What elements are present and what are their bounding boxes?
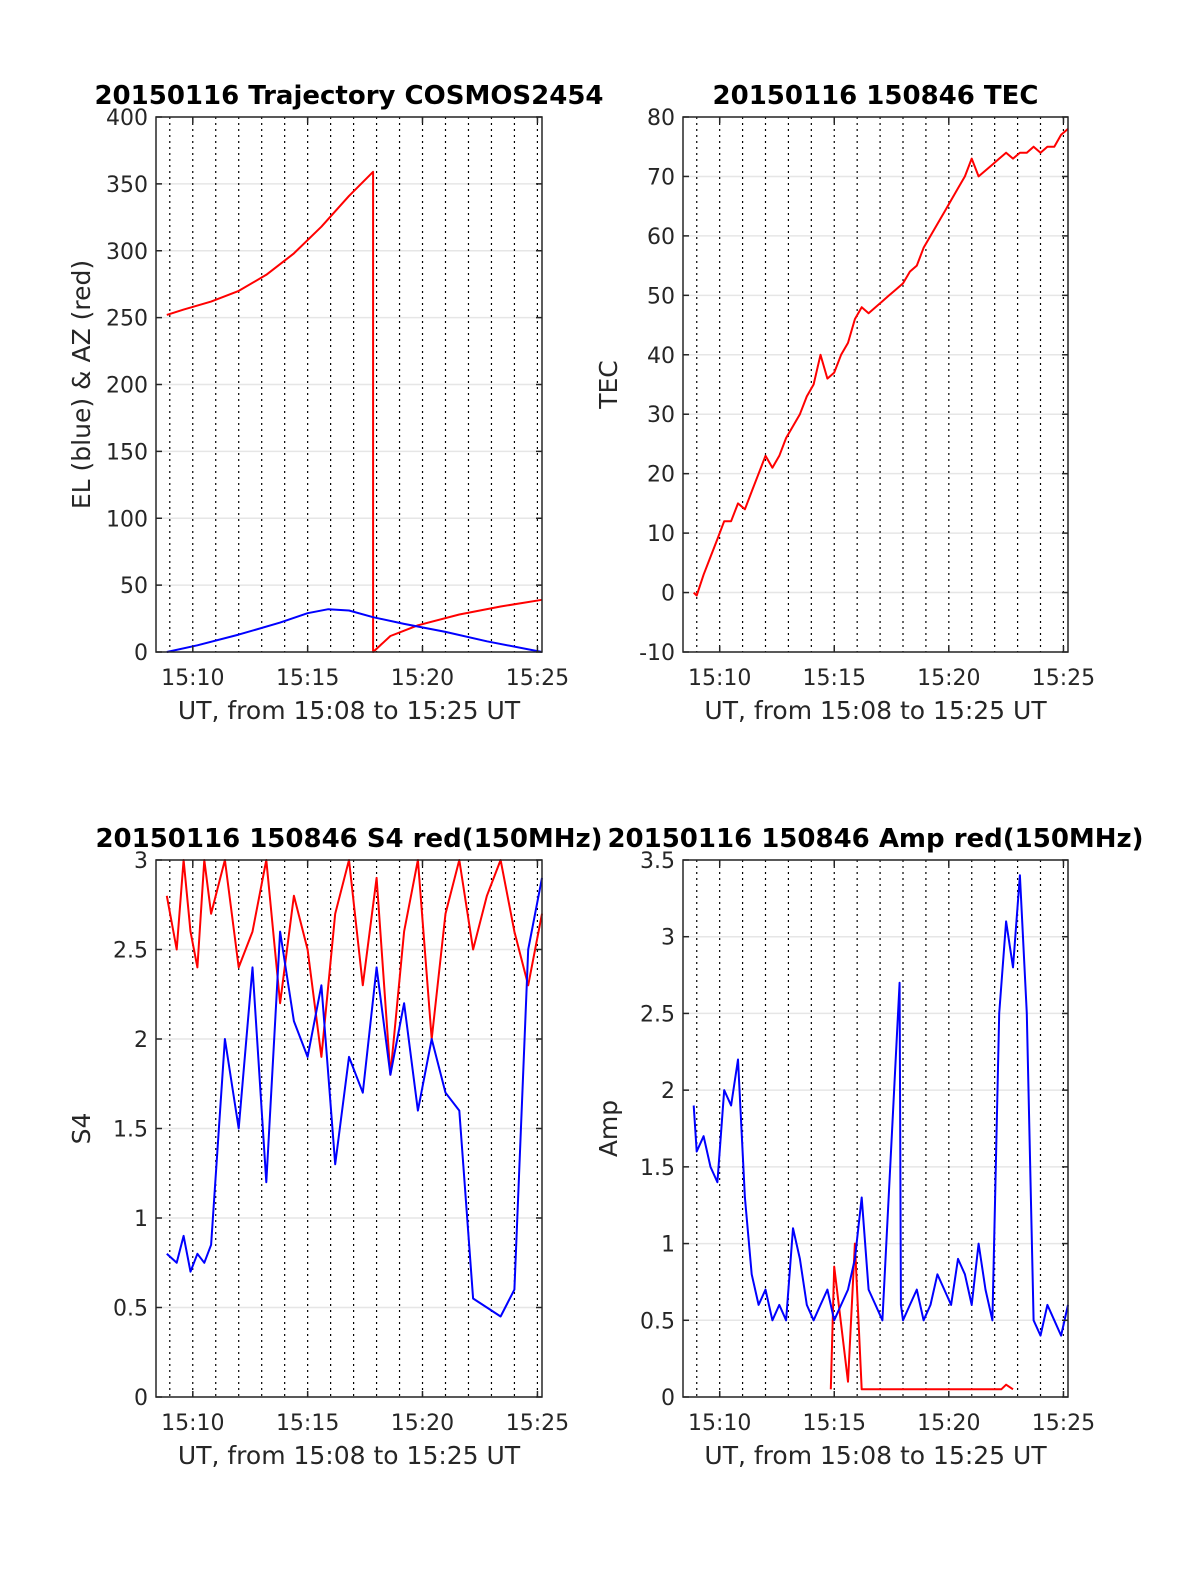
x-tick-label: 15:20 bbox=[391, 1411, 454, 1436]
y-tick-label: 2.5 bbox=[113, 939, 148, 964]
series-line-2 bbox=[166, 877, 543, 1318]
chart-title: 20150116 150846 Amp red(150MHz) bbox=[607, 824, 1143, 854]
series-line-2 bbox=[692, 874, 1069, 1337]
x-tick-label: 15:10 bbox=[688, 1411, 751, 1436]
y-tick-label: 0.5 bbox=[640, 1309, 675, 1334]
chart-title: 20150116 150846 S4 red(150MHz) bbox=[95, 824, 602, 854]
x-tick-label: 15:25 bbox=[1032, 666, 1095, 691]
y-tick-label: 3.5 bbox=[640, 849, 675, 874]
axes-box bbox=[682, 116, 1069, 653]
x-axis-label: UT, from 15:08 to 15:25 UT bbox=[178, 1441, 521, 1470]
y-tick-label: 70 bbox=[647, 165, 675, 190]
y-tick-label: 30 bbox=[647, 403, 675, 428]
y-tick-label: 3 bbox=[661, 926, 675, 951]
x-tick-label: 15:15 bbox=[276, 666, 339, 691]
x-axis-label: UT, from 15:08 to 15:25 UT bbox=[178, 696, 521, 725]
y-tick-label: 10 bbox=[647, 522, 675, 547]
y-tick-label: 2.5 bbox=[640, 1002, 675, 1027]
x-tick-label: 15:15 bbox=[803, 666, 866, 691]
chart-title: 20150116 150846 TEC bbox=[713, 81, 1039, 111]
y-tick-label: 40 bbox=[647, 344, 675, 369]
plot-area bbox=[683, 117, 1068, 652]
chart-panel-4: 0 0.5 1 1.5 2 2.5 3 3.5 15:10 15:15 15:20 15:25 2015… bbox=[594, 824, 1144, 1470]
y-axis-label: TEC bbox=[594, 360, 623, 410]
x-tick-label: 15:20 bbox=[391, 666, 454, 691]
y-tick-label: 1 bbox=[661, 1233, 675, 1258]
y-axis-label: EL (blue) & AZ (red) bbox=[67, 260, 96, 509]
y-tick-label: -10 bbox=[639, 641, 675, 666]
y-tick-label: 0 bbox=[661, 1386, 675, 1411]
y-tick-label: 80 bbox=[647, 106, 675, 131]
y-tick-label: 60 bbox=[647, 225, 675, 250]
x-tick-label: 15:15 bbox=[276, 1411, 339, 1436]
y-tick-label: 2 bbox=[134, 1028, 148, 1053]
y-tick-label: 350 bbox=[106, 173, 148, 198]
x-tick-label: 15:25 bbox=[506, 666, 569, 691]
y-tick-label: 250 bbox=[106, 307, 148, 332]
y-tick-label: 1.5 bbox=[113, 1118, 148, 1143]
y-axis-label: S4 bbox=[67, 1113, 96, 1145]
y-tick-label: 0 bbox=[134, 641, 148, 666]
y-tick-label: 50 bbox=[120, 574, 148, 599]
y-tick-label: 50 bbox=[647, 284, 675, 309]
x-tick-label: 15:20 bbox=[917, 666, 980, 691]
x-axis-label: UT, from 15:08 to 15:25 UT bbox=[704, 696, 1047, 725]
chart-panel-2: -10 0 10 20 30 40 50 60 70 80 15:10 15:15 15:20 15:25… bbox=[594, 81, 1095, 725]
y-tick-label: 0.5 bbox=[113, 1297, 148, 1322]
y-tick-label: 0 bbox=[134, 1386, 148, 1411]
y-tick-label: 3 bbox=[134, 849, 148, 874]
y-tick-label: 300 bbox=[106, 240, 148, 265]
x-tick-label: 15:10 bbox=[161, 1411, 224, 1436]
series-line-2 bbox=[166, 608, 543, 653]
y-tick-label: 20 bbox=[647, 463, 675, 488]
chart-panel-3: 0 0.5 1 1.5 2 2.5 3 15:10 15:15 15:20 15:25 2015011… bbox=[67, 824, 603, 1470]
x-axis-label: UT, from 15:08 to 15:25 UT bbox=[704, 1441, 1047, 1470]
x-tick-label: 15:20 bbox=[917, 1411, 980, 1436]
chart-title: 20150116 Trajectory COSMOS2454 bbox=[94, 81, 603, 111]
x-tick-label: 15:10 bbox=[161, 666, 224, 691]
y-tick-label: 1 bbox=[134, 1207, 148, 1232]
x-tick-label: 15:25 bbox=[1032, 1411, 1095, 1436]
y-tick-label: 100 bbox=[106, 507, 148, 532]
y-tick-label: 150 bbox=[106, 440, 148, 465]
y-tick-label: 2 bbox=[661, 1079, 675, 1104]
y-tick-label: 400 bbox=[106, 106, 148, 131]
series-line-1 bbox=[829, 1242, 1014, 1391]
y-axis-label: Amp bbox=[594, 1100, 623, 1157]
x-tick-label: 15:10 bbox=[688, 666, 751, 691]
y-tick-label: 200 bbox=[106, 374, 148, 399]
x-tick-label: 15:25 bbox=[506, 1411, 569, 1436]
y-tick-label: 0 bbox=[661, 582, 675, 607]
series-line-1 bbox=[166, 170, 543, 653]
x-tick-label: 15:15 bbox=[803, 1411, 866, 1436]
axes-box bbox=[682, 859, 1069, 1398]
y-tick-label: 1.5 bbox=[640, 1156, 675, 1181]
series-line-1 bbox=[693, 128, 1069, 597]
chart-panel-1: 0 50 100 150 200 250 300 350 400 15:10 15:15 15:20 1… bbox=[67, 81, 604, 725]
